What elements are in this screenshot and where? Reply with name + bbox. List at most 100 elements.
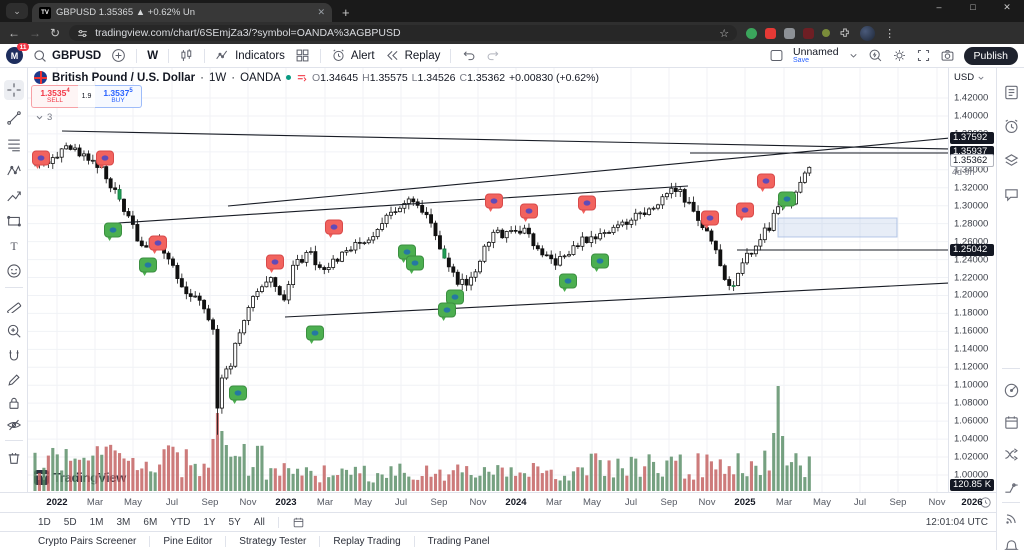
window-maximize-button[interactable]: □ — [970, 2, 976, 12]
publish-button[interactable]: Publish — [963, 46, 1018, 65]
bearish-sticker-marker[interactable] — [96, 150, 114, 169]
target-icon[interactable] — [1001, 380, 1021, 400]
interval-button[interactable]: W — [147, 49, 159, 62]
new-tab-button[interactable]: + — [342, 5, 350, 20]
forward-icon[interactable]: → — [29, 26, 41, 40]
browser-profile-avatar[interactable] — [860, 25, 876, 41]
magnet-tool-icon[interactable] — [4, 346, 24, 366]
bullish-sticker-marker[interactable] — [406, 255, 424, 274]
trades-icon[interactable] — [1001, 476, 1021, 496]
bullish-sticker-marker[interactable] — [778, 191, 796, 210]
range-button-1m[interactable]: 1M — [89, 516, 104, 528]
panel-tab-replay-trading[interactable]: Replay Trading — [333, 535, 401, 547]
bearish-sticker-marker[interactable] — [520, 203, 538, 222]
browser-tab[interactable]: TV GBPUSD 1.35365 ▲ +0.62% Un ✕ — [32, 3, 332, 22]
hidden-indicators-toggle[interactable]: 3 — [35, 112, 52, 123]
bullish-sticker-marker[interactable] — [306, 325, 324, 344]
alert-button[interactable]: Alert — [331, 48, 375, 63]
bearish-sticker-marker[interactable] — [578, 195, 596, 214]
ext-darkred-icon[interactable] — [803, 27, 815, 39]
trash-tool-icon[interactable] — [4, 448, 24, 468]
go-to-date-icon[interactable] — [292, 516, 305, 529]
bullish-sticker-marker[interactable] — [139, 257, 157, 276]
ext-olive-icon[interactable] — [822, 29, 831, 37]
indicators-button[interactable]: Indicators — [215, 48, 285, 63]
trendline-drawing[interactable] — [61, 130, 948, 150]
settings-gear-icon[interactable] — [892, 48, 907, 63]
replay-button[interactable]: Replay — [385, 48, 440, 63]
bearish-sticker-marker[interactable] — [32, 150, 50, 169]
range-button-6m[interactable]: 6M — [143, 516, 158, 528]
back-icon[interactable]: ← — [8, 26, 20, 40]
ruler-tool-icon[interactable] — [4, 295, 24, 315]
price-axis[interactable]: USD 1.420001.400001.380001.360001.340001… — [948, 68, 996, 492]
quick-search-icon[interactable] — [868, 48, 883, 63]
bearish-sticker-marker[interactable] — [736, 202, 754, 221]
range-button-5d[interactable]: 5D — [63, 516, 77, 528]
currency-selector[interactable]: USD — [954, 72, 985, 83]
window-minimize-button[interactable]: – — [936, 2, 942, 12]
crosshair-tool-icon[interactable] — [4, 80, 24, 100]
bearish-sticker-marker[interactable] — [757, 173, 775, 192]
highlighted-zone[interactable] — [777, 217, 898, 238]
time-axis[interactable]: 2022 Mar May Jul Sep Nov 2023 Mar May Jul Sep Nov 20… — [0, 492, 996, 512]
chat-icon[interactable] — [1001, 184, 1021, 204]
trendline-tool-icon[interactable] — [4, 108, 24, 128]
symbol-search-button[interactable]: GBPUSD — [33, 49, 101, 63]
text-tool-icon[interactable]: T — [4, 236, 24, 256]
trendline-drawing[interactable] — [227, 137, 948, 207]
price-chart[interactable] — [28, 68, 948, 492]
range-button-3m[interactable]: 3M — [116, 516, 131, 528]
bearish-sticker-marker[interactable] — [485, 193, 503, 212]
zoom-in-tool-icon[interactable] — [4, 321, 24, 341]
bullish-sticker-marker[interactable] — [229, 385, 247, 404]
emoji-tool-icon[interactable] — [4, 261, 24, 281]
bookmark-star-icon[interactable]: ☆ — [719, 27, 730, 40]
tab-close-icon[interactable]: ✕ — [317, 7, 325, 17]
buy-button[interactable]: 1.35375 BUY — [95, 85, 142, 108]
ext-gray-icon[interactable] — [784, 27, 796, 39]
tab-search-button[interactable]: ⌄ — [6, 3, 28, 19]
utc-clock[interactable]: 12:01:04 UTC — [925, 516, 988, 528]
pencil-tool-icon[interactable] — [4, 370, 24, 390]
trendline-drawing[interactable] — [117, 185, 689, 224]
sell-button[interactable]: 1.35354 SELL — [31, 85, 78, 108]
alarm-clock-icon[interactable] — [1001, 116, 1021, 136]
fullscreen-icon[interactable] — [916, 48, 931, 63]
chevron-down-icon[interactable] — [848, 50, 859, 61]
bearish-sticker-marker[interactable] — [266, 254, 284, 273]
undo-icon[interactable] — [461, 48, 476, 63]
layers-icon[interactable] — [1001, 150, 1021, 170]
range-button-1d[interactable]: 1D — [38, 516, 51, 528]
panel-tab-strategy-tester[interactable]: Strategy Tester — [239, 535, 307, 547]
lock-tool-icon[interactable] — [4, 393, 24, 413]
extensions-puzzle-icon[interactable] — [839, 27, 851, 39]
redo-icon[interactable] — [486, 48, 501, 63]
address-bar[interactable]: tradingview.com/chart/6SEmjZa3/?symbol=O… — [69, 25, 738, 41]
bullish-sticker-marker[interactable] — [559, 273, 577, 292]
range-button-all[interactable]: All — [253, 516, 265, 528]
symbol-title[interactable]: British Pound / U.S. Dollar — [52, 71, 196, 84]
legend-interval[interactable]: 1W — [208, 71, 227, 84]
bell-icon[interactable] — [1001, 536, 1021, 550]
chart-style-candles-icon[interactable] — [179, 48, 194, 63]
range-button-1y[interactable]: 1Y — [203, 516, 216, 528]
indicator-templates-icon[interactable] — [295, 48, 310, 63]
user-avatar[interactable]: M 11 — [6, 43, 29, 64]
bullish-sticker-marker[interactable] — [591, 253, 609, 272]
panel-tab-crypto-pairs-screener[interactable]: Crypto Pairs Screener — [38, 535, 137, 547]
bearish-sticker-marker[interactable] — [325, 219, 343, 238]
panel-tab-trading-panel[interactable]: Trading Panel — [427, 535, 490, 547]
shuffle-icon[interactable] — [1001, 444, 1021, 464]
bearish-sticker-marker[interactable] — [701, 210, 719, 229]
panel-tab-pine-editor[interactable]: Pine Editor — [163, 535, 213, 547]
layout-name-button[interactable]: Unnamed Save — [793, 47, 839, 65]
pattern-tool-icon[interactable] — [4, 161, 24, 181]
snapshot-camera-icon[interactable] — [940, 48, 955, 63]
bullish-sticker-marker[interactable] — [438, 302, 456, 321]
range-button-ytd[interactable]: YTD — [170, 516, 191, 528]
layout-icon[interactable] — [769, 48, 784, 63]
eye-off-tool-icon[interactable] — [4, 415, 24, 435]
fib-tool-icon[interactable] — [4, 135, 24, 155]
data-feed-icon[interactable] — [296, 72, 307, 83]
